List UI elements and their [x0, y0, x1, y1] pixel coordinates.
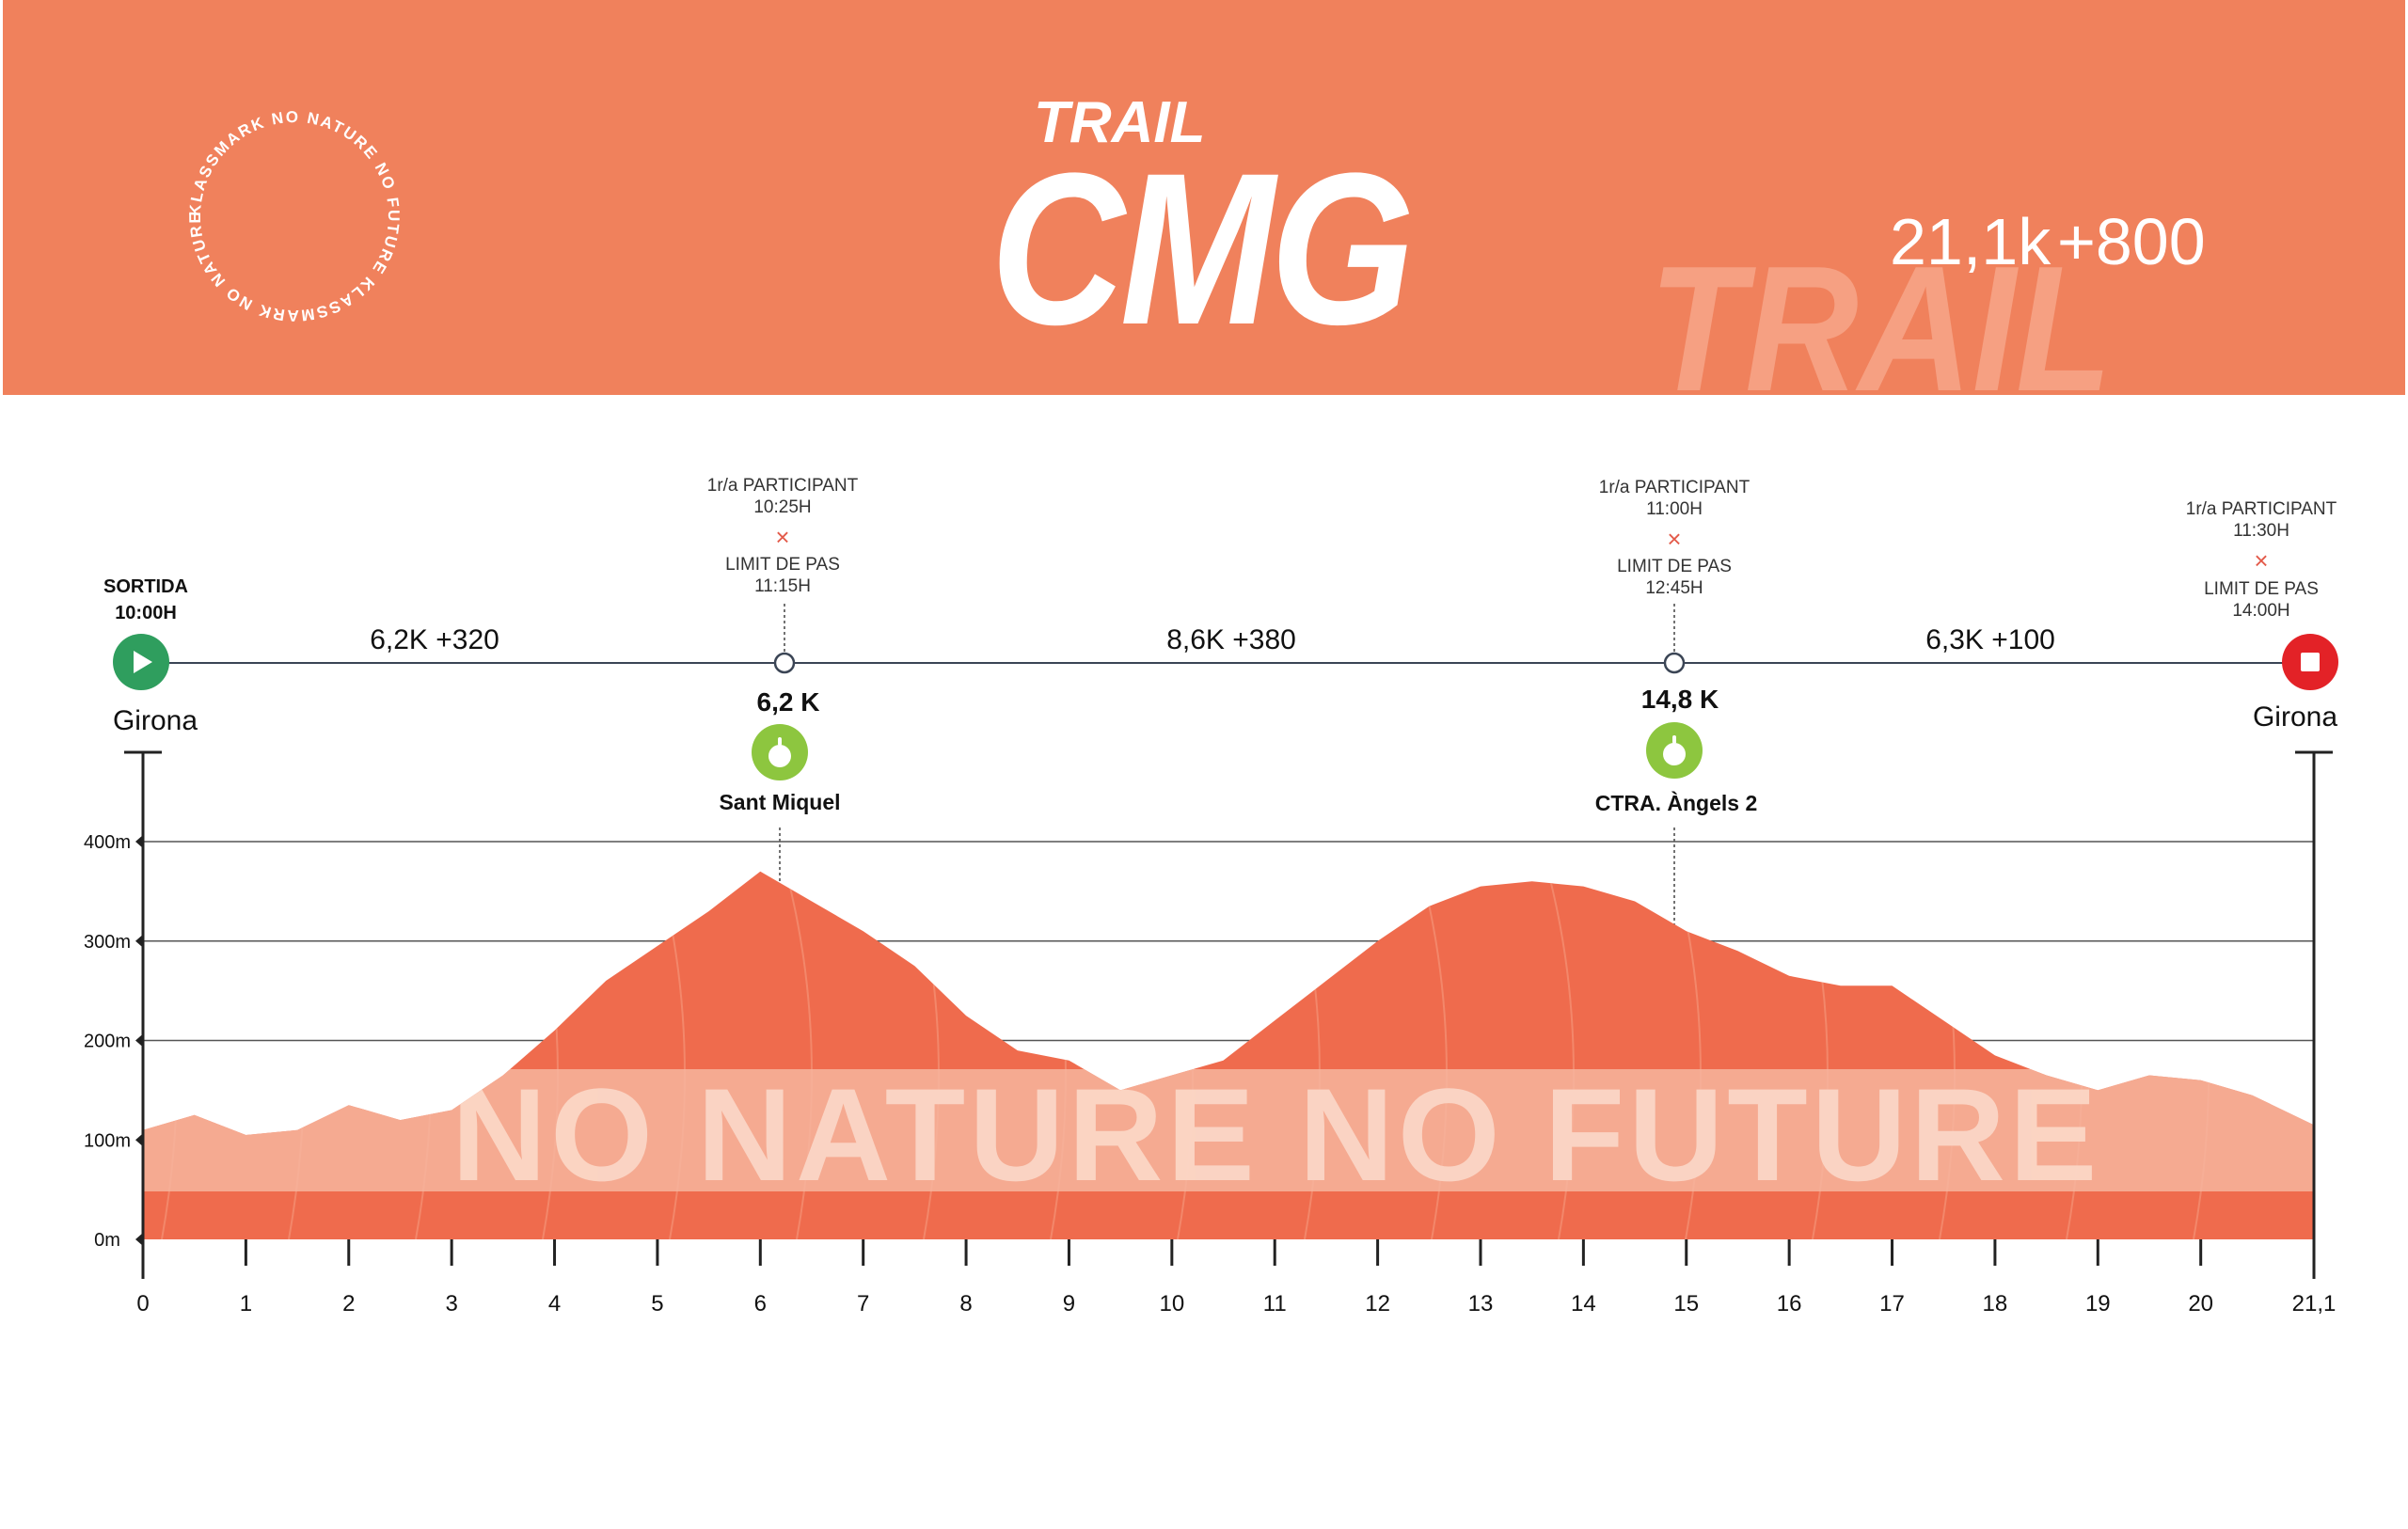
y-tick-label: 300m	[84, 932, 131, 953]
y-tick-marker	[135, 1133, 143, 1147]
checkpoint-2-limit-time: 12:45H	[1645, 578, 1703, 598]
x-tick-label: 1	[240, 1291, 252, 1316]
segment-label-2: 8,6K +380	[1166, 624, 1296, 655]
start-time: 10:00H	[115, 603, 177, 623]
x-tick-label: 10	[1159, 1291, 1184, 1316]
checkpoint-1-km: 6,2 K	[757, 687, 820, 717]
start-label: SORTIDA	[103, 576, 188, 597]
checkpoint-2-first-label: 1r/a PARTICIPANT	[1599, 478, 1751, 497]
x-tick-label: 16	[1777, 1291, 1802, 1316]
x-tick-label: 21,1	[2292, 1291, 2337, 1316]
y-tick-label: 0m	[94, 1230, 120, 1251]
x-tick-label: 7	[857, 1291, 869, 1316]
finish-first-label: 1r/a PARTICIPANT	[2186, 499, 2337, 519]
x-tick-label: 6	[754, 1291, 767, 1316]
title-big: CMG	[990, 128, 1415, 370]
y-tick-marker	[135, 1233, 143, 1246]
banner-band	[143, 1069, 2314, 1191]
checkpoint-2-name: CTRA. Àngels 2	[1595, 790, 1758, 815]
checkpoint-1: 1r/a PARTICIPANT 10:25H × LIMIT DE PAS 1…	[707, 476, 859, 881]
x-tick-label: 11	[1263, 1291, 1287, 1316]
title-small: TRAIL	[1034, 90, 1206, 155]
x-tick-label: 5	[651, 1291, 663, 1316]
play-icon	[134, 651, 152, 673]
race-distance: 21,1k	[1890, 205, 2052, 278]
finish-place: Girona	[2253, 701, 2337, 733]
checkpoint-2-limit-label: LIMIT DE PAS	[1617, 557, 1732, 576]
background-word: TRAIL	[1649, 229, 2113, 395]
logo-ring-text: KLASSMARK NO NATURE NO FUTURE KLASSMARK …	[172, 94, 403, 324]
y-tick-label: 100m	[84, 1130, 131, 1151]
finish-limit-time: 14:00H	[2232, 601, 2289, 621]
checkpoint-2-cross-icon: ×	[1667, 525, 1681, 553]
start-place: Girona	[113, 705, 198, 736]
banner-layer: NO NATURE NO FUTURE	[143, 1061, 2314, 1208]
x-tick-label: 19	[2085, 1291, 2111, 1316]
x-tick-label: 4	[548, 1291, 561, 1316]
elevation-profile-chart: SORTIDA 10:00H Girona Girona 1r/a PARTIC…	[84, 476, 2338, 1316]
y-tick-label: 200m	[84, 1032, 131, 1052]
apple-icon	[768, 737, 791, 767]
checkpoint-1-node	[773, 652, 796, 674]
checkpoint-2: 1r/a PARTICIPANT 11:00H × LIMIT DE PAS 1…	[1595, 478, 1758, 940]
apple-icon	[1663, 735, 1686, 765]
segment-label-3: 6,3K +100	[1925, 624, 2055, 655]
y-tick-label: 400m	[84, 832, 131, 853]
x-tick-label: 0	[136, 1291, 149, 1316]
checkpoint-1-first-time: 10:25H	[753, 497, 811, 517]
stop-icon	[2301, 653, 2320, 671]
banner-text: NO NATURE NO FUTURE	[452, 1061, 2100, 1208]
checkpoint-2-first-time: 11:00H	[1646, 499, 1703, 519]
x-tick-label: 17	[1879, 1291, 1905, 1316]
y-tick-marker	[135, 1033, 143, 1048]
checkpoint-2-km: 14,8 K	[1641, 685, 1719, 714]
finish-first-time: 11:30H	[2233, 521, 2289, 541]
x-tick-label: 18	[1983, 1291, 2008, 1316]
checkpoint-1-cross-icon: ×	[775, 523, 789, 551]
start-marker: SORTIDA 10:00H Girona	[103, 576, 198, 736]
checkpoint-1-limit-label: LIMIT DE PAS	[725, 555, 840, 575]
x-tick-label: 15	[1673, 1291, 1699, 1316]
x-tick-label: 13	[1468, 1291, 1494, 1316]
x-tick-label: 14	[1571, 1291, 1596, 1316]
checkpoint-1-first-label: 1r/a PARTICIPANT	[707, 476, 859, 496]
x-tick-label: 8	[959, 1291, 972, 1316]
y-tick-marker	[135, 835, 143, 848]
checkpoint-1-name: Sant Miquel	[719, 790, 840, 814]
x-tick-label: 3	[445, 1291, 457, 1316]
finish-marker: Girona 1r/a PARTICIPANT 11:30H × LIMIT D…	[2186, 499, 2338, 733]
finish-cross-icon: ×	[2254, 546, 2268, 575]
x-tick-label: 20	[2188, 1291, 2213, 1316]
x-tick-label: 9	[1063, 1291, 1075, 1316]
x-tick-label: 12	[1365, 1291, 1390, 1316]
y-tick-marker	[135, 934, 143, 948]
checkpoint-2-node	[1663, 652, 1686, 674]
header-banner: KLASSMARK NO NATURE NO FUTURE KLASSMARK …	[3, 0, 2405, 395]
x-tick-label: 2	[342, 1291, 355, 1316]
finish-limit-label: LIMIT DE PAS	[2204, 579, 2319, 599]
klassmark-logo-ring: KLASSMARK NO NATURE NO FUTURE KLASSMARK …	[172, 94, 403, 324]
segment-label-1: 6,2K +320	[370, 624, 499, 655]
race-elevation-gain: +800	[2057, 205, 2206, 278]
checkpoint-1-limit-time: 11:15H	[754, 576, 811, 596]
